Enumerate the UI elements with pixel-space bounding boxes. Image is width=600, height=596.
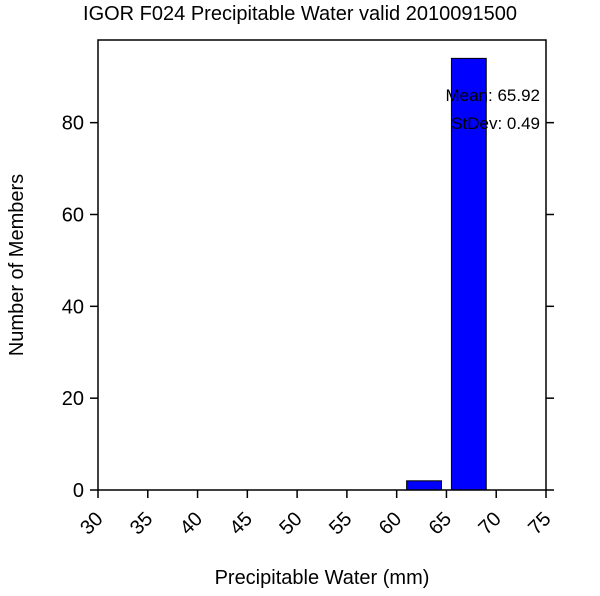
- stdev-annotation: StDev: 0.49: [451, 114, 540, 133]
- chart-title: IGOR F024 Precipitable Water valid 20100…: [83, 3, 517, 25]
- y-tick-label-20: 20: [62, 388, 84, 410]
- y-tick-label-40: 40: [62, 296, 84, 318]
- x-axis-label: Precipitable Water (mm): [215, 567, 430, 589]
- y-tick-label-0: 0: [73, 480, 84, 502]
- y-tick-label-60: 60: [62, 204, 84, 226]
- mean-annotation: Mean: 65.92: [445, 86, 540, 105]
- plot-area: [406, 57, 487, 491]
- plot-frame: [97, 39, 547, 491]
- y-tick-label-80: 80: [62, 113, 84, 135]
- y-axis-label: Number of Members: [6, 174, 28, 356]
- histogram-bar-0: [406, 480, 442, 491]
- histogram-bar-1: [450, 57, 487, 491]
- y-axis: 0 20 40 60 80: [62, 113, 554, 502]
